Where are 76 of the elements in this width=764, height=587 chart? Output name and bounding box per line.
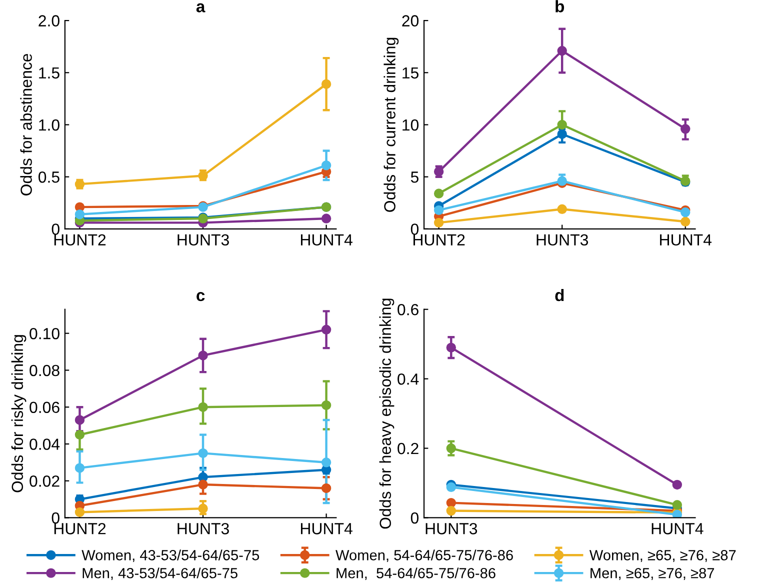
point xyxy=(74,463,85,473)
y-tick-label: 0.04 xyxy=(30,438,60,450)
chart-title: a xyxy=(196,3,206,12)
chart-title: d xyxy=(555,288,564,302)
point xyxy=(321,324,332,334)
point xyxy=(321,400,332,410)
point xyxy=(557,204,567,214)
x-tick-label: HUNT4 xyxy=(652,523,704,534)
x-tick-label: HUNT4 xyxy=(300,234,352,246)
x-tick-label: HUNT4 xyxy=(660,234,712,246)
x-tick-label: HUNT2 xyxy=(54,523,106,534)
point xyxy=(680,216,690,226)
point xyxy=(672,480,682,490)
x-tick-label: HUNT3 xyxy=(178,234,229,246)
point xyxy=(198,448,208,458)
legend-label: Men, ≥65, ≥76, ≥87 xyxy=(590,568,714,580)
legend-label: Women, ≥65, ≥76, ≥87 xyxy=(589,550,736,562)
y-tick-label: 1.0 xyxy=(39,119,60,131)
y-tick-label: 0 xyxy=(52,224,60,235)
point xyxy=(446,498,456,508)
point xyxy=(557,129,567,139)
y-axis-title: Odds for risky drinking xyxy=(11,335,26,492)
chart-title: c xyxy=(196,292,205,302)
y-axis-title: Odds for current drinking xyxy=(384,38,399,212)
point xyxy=(446,342,456,352)
point xyxy=(321,214,332,224)
point xyxy=(321,483,332,494)
y-tick-label: 0.6 xyxy=(398,304,418,316)
point xyxy=(446,443,456,454)
point xyxy=(446,506,456,516)
y-axis-title: Odds for abstinence xyxy=(20,54,32,196)
point xyxy=(321,160,332,170)
point xyxy=(198,504,208,514)
point xyxy=(198,402,208,412)
y-tick-label: 0.08 xyxy=(30,364,60,376)
y-tick-label: 5 xyxy=(410,172,418,183)
point xyxy=(198,480,208,490)
point xyxy=(74,415,85,425)
y-tick-label: 2.0 xyxy=(38,15,60,26)
x-tick-label: HUNT3 xyxy=(426,523,478,534)
point xyxy=(434,205,444,216)
x-tick-label: HUNT2 xyxy=(54,234,106,246)
x-tick-label: HUNT4 xyxy=(300,523,352,534)
legend-label: Women, 54-64/65-75/76-86 xyxy=(336,550,513,562)
chart-title: b xyxy=(556,0,564,12)
point xyxy=(198,350,208,360)
legend-label: Men, 43-53/54-64/65-75 xyxy=(82,568,238,580)
point xyxy=(321,79,332,89)
point xyxy=(680,124,690,134)
y-tick-label: 0.2 xyxy=(398,442,418,454)
point xyxy=(74,507,85,518)
point xyxy=(74,209,85,220)
x-tick-label: HUNT3 xyxy=(178,523,229,534)
point xyxy=(434,218,444,228)
point xyxy=(557,46,567,56)
point xyxy=(446,482,456,492)
y-tick-label: 0.4 xyxy=(398,373,419,385)
point xyxy=(321,458,332,468)
y-tick-label: 0.02 xyxy=(30,475,60,487)
y-tick-label: 0.5 xyxy=(38,171,60,183)
y-tick-label: 15 xyxy=(402,67,418,79)
y-tick-label: 0 xyxy=(52,512,60,524)
y-tick-label: 1.5 xyxy=(39,67,60,79)
y-tick-label: 0 xyxy=(410,512,419,524)
legend-label: Men, 54-64/65-75/76-86 xyxy=(336,568,496,580)
legend-label: Women, 43-53/54-64/65-75 xyxy=(82,550,260,562)
point xyxy=(434,188,444,198)
y-axis-title: Odds for heavy episodic drinking xyxy=(379,298,394,529)
x-tick-label: HUNT2 xyxy=(414,234,465,246)
point xyxy=(672,500,682,510)
y-tick-label: 10 xyxy=(402,119,419,131)
y-tick-label: 0 xyxy=(410,224,419,235)
y-tick-label: 0.06 xyxy=(30,402,60,414)
y-tick-label: 0.10 xyxy=(30,328,60,340)
x-tick-label: HUNT3 xyxy=(536,234,588,246)
y-tick-label: 20 xyxy=(402,15,419,26)
